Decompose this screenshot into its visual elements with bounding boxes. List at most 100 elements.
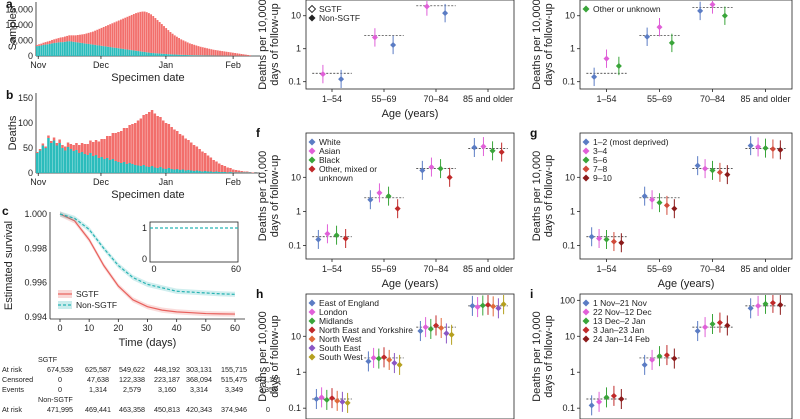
bar (191, 55, 193, 56)
bar (125, 164, 129, 173)
bar (163, 26, 165, 54)
plot-frame (579, 132, 793, 260)
legend-marker (308, 335, 316, 343)
bar (212, 172, 215, 173)
bar (182, 54, 185, 56)
risk-cell: 368,094 (186, 375, 212, 384)
legend-label: unknown (319, 173, 353, 183)
risk-cell: 450,813 (154, 405, 180, 414)
bar (142, 165, 145, 173)
x-tick-label: Dec (93, 177, 110, 187)
legend-marker (582, 165, 590, 173)
data-point (427, 325, 434, 332)
bar (248, 172, 252, 173)
data-point (385, 193, 392, 200)
bar (61, 42, 64, 56)
y-tick-label: 0.998 (24, 243, 47, 253)
bar (122, 162, 126, 173)
legend-label: Other or unknown (593, 4, 661, 14)
legend-marker (582, 174, 590, 182)
bar (197, 46, 200, 56)
data-point (375, 355, 382, 362)
bar (59, 42, 62, 56)
bar (163, 53, 165, 56)
bar (120, 131, 123, 163)
x-tick-label: Nov (30, 60, 47, 70)
bar (170, 169, 173, 173)
bar (142, 115, 145, 165)
bar (150, 52, 153, 56)
bar (191, 44, 193, 56)
bar (164, 123, 168, 169)
legend-marker (308, 353, 316, 361)
data-point (480, 143, 487, 150)
bar (98, 45, 101, 56)
bar (188, 55, 191, 56)
legend-label: Other, mixed or (319, 164, 377, 174)
y-tick-label: 0.1 (288, 240, 301, 250)
y-tick-label: 15,000 (5, 5, 33, 15)
bar (226, 167, 229, 173)
bar (159, 167, 162, 173)
bar (50, 143, 53, 173)
risk-cell: 223,187 (154, 375, 180, 384)
bar (89, 32, 92, 45)
risk-cell: 674,539 (47, 365, 73, 374)
data-point (365, 358, 372, 365)
legend-label: East of England (319, 298, 379, 308)
bar (181, 135, 185, 170)
data-point (716, 319, 723, 326)
bar (137, 51, 140, 56)
risk-cell: 303,131 (186, 365, 212, 374)
data-point (446, 174, 453, 181)
bar (170, 127, 173, 169)
bar (173, 35, 176, 55)
bar (223, 51, 226, 56)
panel-e: Deaths per 10,000 days of follow-up 10 1 0.1… (531, 0, 793, 104)
data-point (591, 73, 598, 80)
data-point (443, 330, 450, 337)
bar (139, 11, 142, 52)
bar (214, 50, 217, 56)
data-point (777, 301, 784, 308)
bar (178, 134, 182, 170)
bar (160, 53, 163, 56)
bar (186, 55, 189, 56)
bar (171, 33, 174, 55)
bar (48, 40, 51, 44)
data-point (391, 360, 398, 367)
bar (226, 172, 229, 173)
bar (72, 41, 75, 56)
x-axis-label: Age (years) (382, 278, 439, 290)
risk-cell: 448,192 (154, 365, 180, 374)
bar (150, 166, 154, 173)
bar (148, 13, 150, 53)
bar (92, 156, 95, 173)
y-tick-label: 10 (565, 11, 575, 21)
risk-cell: 625,587 (85, 365, 111, 374)
x-tick-label: 55–69 (647, 264, 672, 274)
x-tick-label: Jan (159, 177, 174, 187)
risk-row-label: Censored (2, 375, 33, 384)
legend-marker (582, 326, 590, 334)
bar (143, 51, 146, 56)
bar (208, 48, 211, 56)
bar (94, 44, 97, 56)
legend-marker (308, 299, 316, 307)
panel-label: b (6, 88, 13, 102)
bar (154, 53, 157, 56)
bar (206, 155, 210, 172)
panel-label: h (256, 287, 263, 301)
bar (167, 30, 170, 55)
bar (106, 136, 109, 158)
x-tick-label: Dec (93, 60, 110, 70)
bar (38, 149, 42, 151)
y-axis-label: Deaths per 10,000 (531, 311, 543, 402)
bar (164, 169, 168, 173)
bar (104, 46, 107, 56)
legend-label: Midlands (319, 316, 353, 326)
data-point (656, 24, 663, 31)
x-tick-label: 1–54 (596, 94, 616, 104)
bar (152, 53, 155, 56)
